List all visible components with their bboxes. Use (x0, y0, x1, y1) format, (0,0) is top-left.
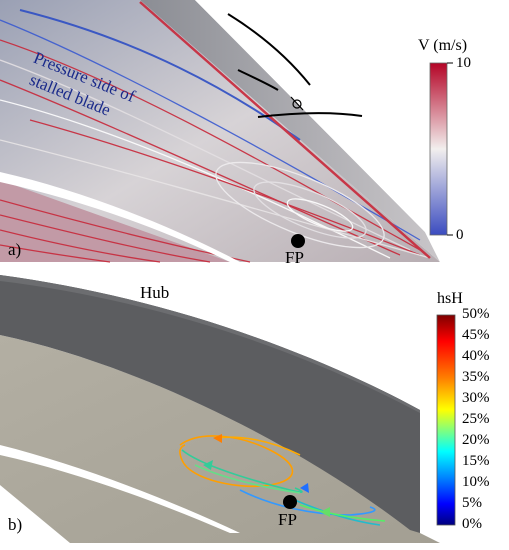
colorbar-title-v: V (m/s) (418, 37, 468, 54)
focal-point-label-b: FP (278, 510, 297, 529)
trajectory-lines (179, 435, 386, 526)
colorbar-min-label: 0 (456, 227, 464, 243)
blade-gap-b (0, 445, 240, 533)
focal-point-marker-a (291, 234, 305, 248)
colorbar-tick-label: 30% (462, 390, 490, 406)
focal-point-label-a: FP (285, 248, 304, 267)
colorbar-tick-label: 15% (462, 453, 490, 469)
colorbar-tick-label: 35% (462, 369, 490, 385)
blade-gap-a (0, 172, 240, 262)
colorbar-max-label: 10 (456, 55, 471, 71)
colorbar-tick-label: 40% (462, 348, 490, 364)
colorbar-tick-label: 10% (462, 474, 490, 490)
blade-view-icon (227, 13, 363, 118)
streamlines-a (0, 1, 431, 263)
panel-a: Pressure side of stalled blade a) FP V (… (0, 0, 471, 267)
colorbar-hsh (436, 314, 456, 526)
blade-wall-b (0, 275, 420, 533)
panel-label-b: b) (8, 515, 23, 534)
colorbar-tick-label: 0% (462, 516, 482, 532)
panel-b: Hub b) FP hsH 50% 45% 40% 35% 30% 25% 20% 15% 10… (0, 275, 509, 550)
streamline-plot-a (0, 0, 453, 263)
hub-label: Hub (140, 283, 170, 302)
trajectory-plot-b (0, 275, 456, 543)
colorbar-title-hsh: hsH (437, 290, 463, 307)
colorbar-tick-label: 5% (462, 495, 482, 511)
colorbar-tick-label: 20% (462, 432, 490, 448)
colorbar-tick-label: 45% (462, 327, 490, 343)
focal-point-marker-b (283, 495, 297, 509)
colorbar-tick-label: 25% (462, 411, 490, 427)
panel-label-a: a) (8, 240, 22, 259)
colorbar-v (429, 62, 448, 236)
surface-region-a (0, 0, 440, 262)
trajectory-arrows (203, 434, 330, 517)
colorbar-tick-label: 50% (462, 306, 490, 322)
side-wall-a (140, 0, 440, 262)
